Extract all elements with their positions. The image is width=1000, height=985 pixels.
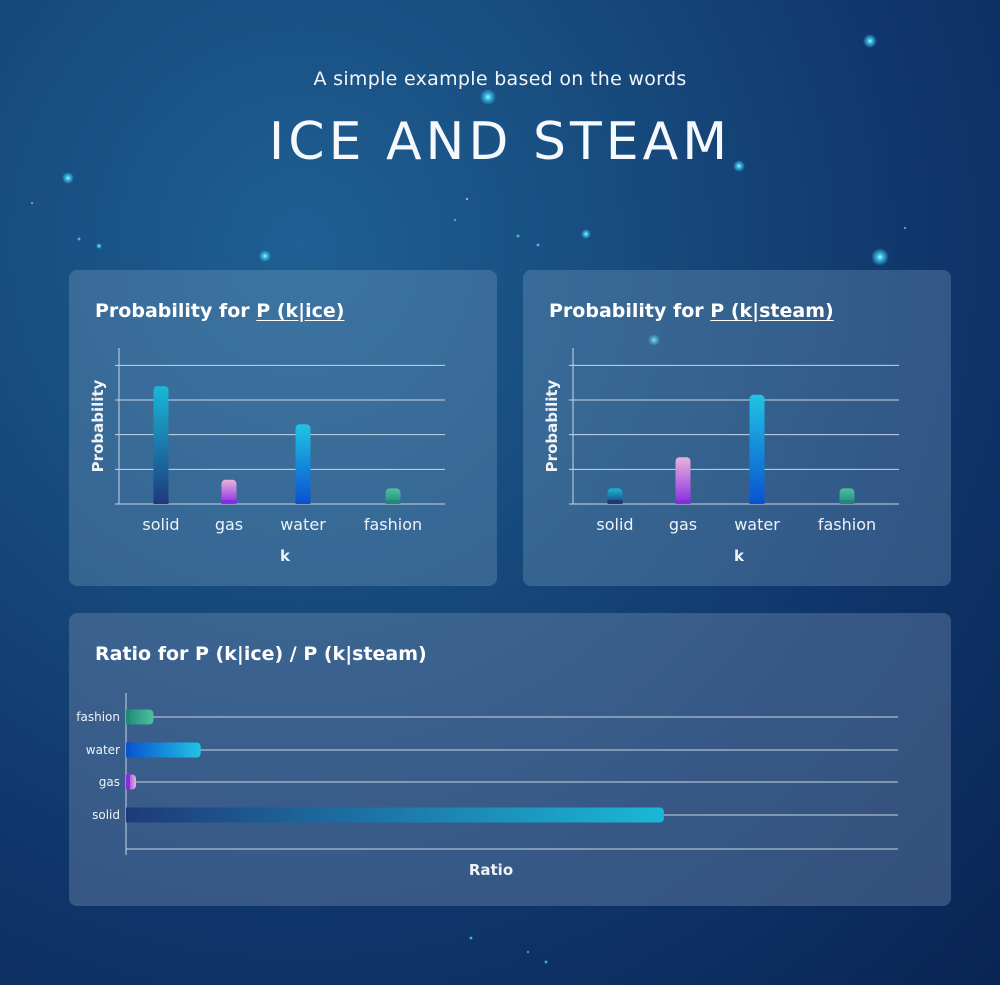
bar-base-gas [126,774,130,790]
x-axis-label: k [280,547,291,565]
y-axis-label: Probability [543,379,561,472]
bar-base-water [295,500,311,504]
y-tick-label: fashion [76,710,120,724]
bar-water [749,394,765,504]
y-tick-label: gas [99,775,120,789]
bar-solid [126,807,664,823]
chart-title-ratio: Ratio for P (k|ice) / P (k|steam) [95,643,427,665]
bar-base-gas [675,500,691,504]
bar-base-solid [153,500,169,504]
bar-chart-steam: solid gas water fashion k Probability [543,348,899,565]
x-tick-label: solid [596,515,633,534]
bar-fashion [126,709,154,725]
bar-base-solid [126,807,130,823]
bar-base-water [749,500,765,504]
bar-base-water [126,742,130,758]
x-tick-label: water [734,515,780,534]
panel-ratio: Ratio for P (k|ice) / P (k|steam) fashio… [69,613,951,906]
chart-title-ice: Probability for P (k|ice) [95,300,344,322]
bar-base-solid [607,500,623,504]
bar-water [295,424,311,504]
x-axis-label: Ratio [469,861,513,879]
chart-title-steam: Probability for P (k|steam) [549,300,834,322]
x-tick-label: gas [669,515,697,534]
chart-title-link-steam[interactable]: P (k|steam) [710,300,834,322]
bar-solid [153,386,169,504]
page-title: ICE AND STEAM [268,112,732,172]
bar-base-fashion [126,709,130,725]
y-axis-label: Probability [89,379,107,472]
bar-base-fashion [839,500,855,504]
x-tick-label: fashion [364,515,422,534]
x-axis-label: k [734,547,745,565]
bar-base-fashion [385,500,401,504]
chart-title-prefix: Probability for [549,300,711,322]
bar-chart-ice: solid gas water fashion k Probability [89,348,445,565]
panel-probability-ice: Probability for P (k|ice) solid gas water f… [69,270,497,586]
y-tick-label: water [86,743,120,757]
bar-water [126,742,201,758]
x-tick-label: gas [215,515,243,534]
x-tick-label: water [280,515,326,534]
y-tick-label: solid [92,808,120,822]
page-subtitle: A simple example based on the words [313,68,687,90]
bar-gas [221,479,237,504]
bar-base-gas [221,500,237,504]
panel-probability-steam: Probability for P (k|steam) solid gas wate… [523,270,951,586]
bar-chart-ratio: fashion water gas solid Ratio [76,693,898,879]
bar-gas [675,457,691,504]
chart-title-link-ice[interactable]: P (k|ice) [256,300,345,322]
x-tick-label: solid [142,515,179,534]
chart-title-prefix: Probability for [95,300,257,322]
x-tick-label: fashion [818,515,876,534]
